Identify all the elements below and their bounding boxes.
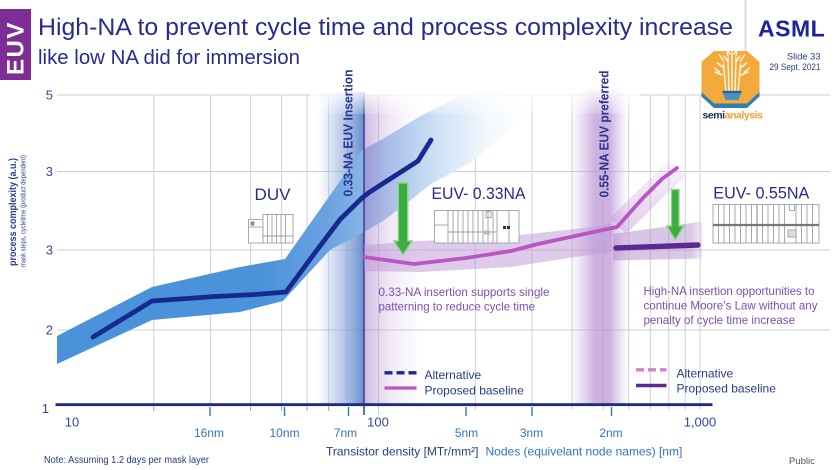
svg-text:Slide 33: Slide 33 [787,52,821,62]
svg-text:High-NA insertion opportunitie: High-NA insertion opportunities to [644,284,815,298]
svg-text:EUV- 0.55NA: EUV- 0.55NA [713,184,810,203]
svg-text:2nm: 2nm [599,426,622,440]
svg-text:1: 1 [42,401,49,416]
svg-text:Public: Public [789,456,815,467]
svg-text:100: 100 [367,415,389,430]
svg-text:Alternative: Alternative [425,368,482,382]
svg-text:penalty of cycle time increase: penalty of cycle time increase [644,313,796,327]
svg-text:2: 2 [46,323,53,338]
svg-text:0.33-NA insertion supports sin: 0.33-NA insertion supports single [379,285,550,299]
svg-text:EUV: EUV [3,21,30,75]
svg-text:3nm: 3nm [520,426,543,440]
svg-text:patterning to reduce cycle tim: patterning to reduce cycle time [379,300,536,314]
svg-text:29 Sept. 2021: 29 Sept. 2021 [770,62,821,72]
svg-text:continue Moore’s Law without a: continue Moore’s Law without any [644,299,818,313]
svg-text:Alternative: Alternative [677,367,734,381]
svg-text:process complexity (a.u.): process complexity (a.u.) [7,158,19,266]
svg-text:3: 3 [46,243,53,258]
svg-text:Transistor density [MTr/mm²]: Transistor density [MTr/mm²] [326,445,478,459]
svg-text:semianalysis: semianalysis [703,110,764,122]
svg-text:3: 3 [46,164,53,179]
svg-text:0.33-NA EUV Insertion: 0.33-NA EUV Insertion [342,70,356,197]
svg-text:DUV: DUV [255,185,292,204]
svg-text:5nm: 5nm [455,426,478,440]
svg-text:like low NA did for immersion: like low NA did for immersion [38,47,300,69]
svg-text:Proposed baseline: Proposed baseline [425,384,525,398]
svg-text:7nm: 7nm [334,426,357,440]
svg-text:Note: Assuming 1.2 days per ma: Note: Assuming 1.2 days per mask layer [44,455,210,466]
svg-text:EUV- 0.33NA: EUV- 0.33NA [432,184,527,203]
svg-text:Nodes (equivelant node names): Nodes (equivelant node names) [nm] [486,445,683,459]
svg-text:16nm: 16nm [194,426,224,440]
svg-text:ASML: ASML [758,16,825,42]
svg-text:Proposed baseline: Proposed baseline [677,382,777,396]
svg-text:1,000: 1,000 [684,415,717,430]
svg-text:High-NA to prevent cycle time: High-NA to prevent cycle time and proces… [38,14,733,41]
svg-text:mask steps, cycletime (product: mask steps, cycletime (product dependent… [19,155,28,267]
svg-text:10nm: 10nm [269,426,299,440]
svg-text:5: 5 [46,88,53,103]
svg-text:10: 10 [65,415,79,430]
svg-text:0.55-NA EUV preferred: 0.55-NA EUV preferred [598,71,612,198]
